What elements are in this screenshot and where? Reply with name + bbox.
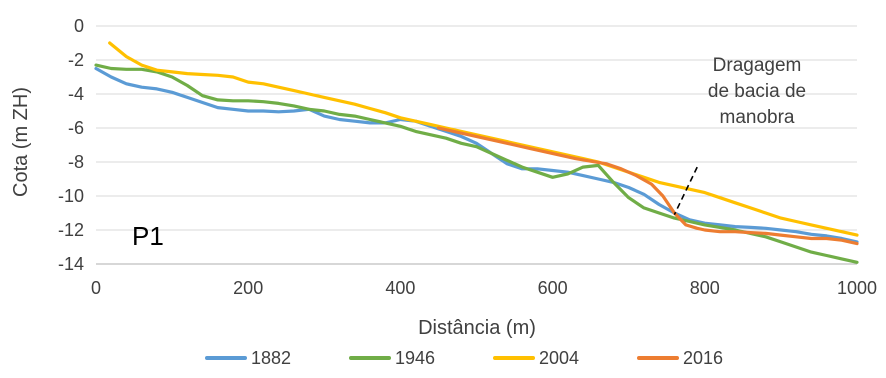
y-tick-label: -8 [68, 152, 84, 172]
y-tick-label: -14 [58, 254, 84, 274]
y-tick-label: 0 [74, 16, 84, 36]
annotation-line-2: de bacia de [708, 81, 806, 102]
annotation-arrow [673, 166, 698, 216]
y-tick-label: -10 [58, 186, 84, 206]
legend-label-2004: 2004 [539, 348, 579, 368]
x-axis-title: Distância (m) [418, 317, 536, 339]
series-line-2004 [108, 41, 859, 237]
annotation-line-3: manobra [720, 107, 795, 128]
y-axis-title: Cota (m ZH) [10, 87, 32, 197]
y-tick-label: -6 [68, 118, 84, 138]
legend-label-1946: 1946 [395, 348, 435, 368]
x-tick-label: 800 [690, 278, 720, 298]
gridlines [96, 25, 857, 265]
series-line-2016 [436, 126, 859, 246]
y-tick-label: -2 [68, 50, 84, 70]
legend-label-2016: 2016 [683, 348, 723, 368]
y-tick-label: -4 [68, 84, 84, 104]
y-tick-labels: 0 -2 -4 -6 -8 -10 -12 -14 [58, 16, 84, 274]
series-line-1946 [94, 63, 859, 264]
x-tick-label: 600 [538, 278, 568, 298]
x-tick-label: 0 [91, 278, 101, 298]
legend-label-1882: 1882 [251, 348, 291, 368]
x-tick-label: 200 [233, 278, 263, 298]
legend: 1882 1946 2004 2016 [205, 348, 723, 368]
series-line-1882 [94, 66, 859, 244]
x-tick-label: 1000 [837, 278, 877, 298]
annotation-line-1: Dragagem [713, 55, 802, 76]
y-tick-label: -12 [58, 220, 84, 240]
annotation: Dragagem de bacia de manobra [673, 55, 806, 216]
series-lines [94, 41, 859, 264]
x-tick-labels: 0 200 400 600 800 1000 [91, 278, 877, 298]
x-tick-label: 400 [385, 278, 415, 298]
panel-label: P1 [132, 221, 164, 251]
